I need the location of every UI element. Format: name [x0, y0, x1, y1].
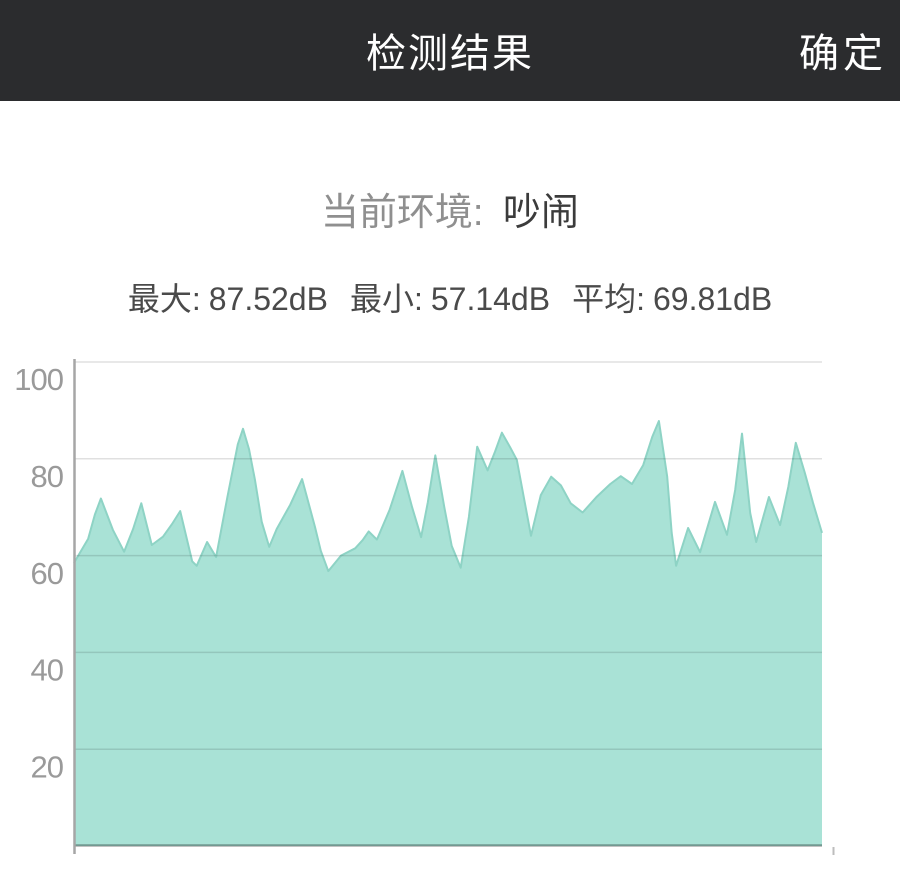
stat-min: 最小: 57.14dB — [350, 274, 550, 320]
area-series — [73, 420, 823, 846]
y-tick-labels: 100 80 60 40 20 — [14, 362, 64, 784]
stat-max: 最大: 87.52dB — [128, 274, 328, 320]
stats-row: 最大: 87.52dB 最小: 57.14dB 平均: 69.81dB — [0, 278, 900, 317]
y-tick-label: 80 — [31, 459, 64, 494]
stat-avg-value: 69.81dB — [652, 281, 773, 317]
stat-max-label: 最大: — [127, 281, 201, 317]
navbar: 检测结果 确定 — [0, 0, 900, 101]
page-title: 检测结果 — [366, 32, 534, 76]
environment-value: 吵闹 — [503, 192, 580, 234]
result-content: 当前环境: 吵闹 最大: 87.52dB 最小: 57.14dB 平均: 69.… — [0, 190, 900, 894]
stat-avg-label: 平均: — [572, 281, 645, 317]
confirm-button[interactable]: 确定 — [799, 32, 887, 76]
y-tick-label: 40 — [31, 653, 64, 688]
y-gridlines — [74, 361, 822, 750]
chart-section: 100 80 60 40 20 — [0, 355, 900, 894]
sound-level-area-chart: 100 80 60 40 20 — [14, 359, 835, 855]
environment-line: 当前环境: 吵闹 — [0, 190, 900, 236]
stat-min-label: 最小: — [349, 281, 423, 317]
stat-max-value: 87.52dB — [208, 281, 328, 317]
environment-label: 当前环境: — [320, 192, 484, 234]
y-tick-label: 100 — [14, 362, 63, 397]
y-tick-label: 60 — [31, 556, 64, 591]
stat-min-value: 57.14dB — [430, 281, 551, 317]
stat-avg: 平均: 69.81dB — [572, 274, 772, 320]
y-tick-label: 20 — [31, 749, 64, 784]
